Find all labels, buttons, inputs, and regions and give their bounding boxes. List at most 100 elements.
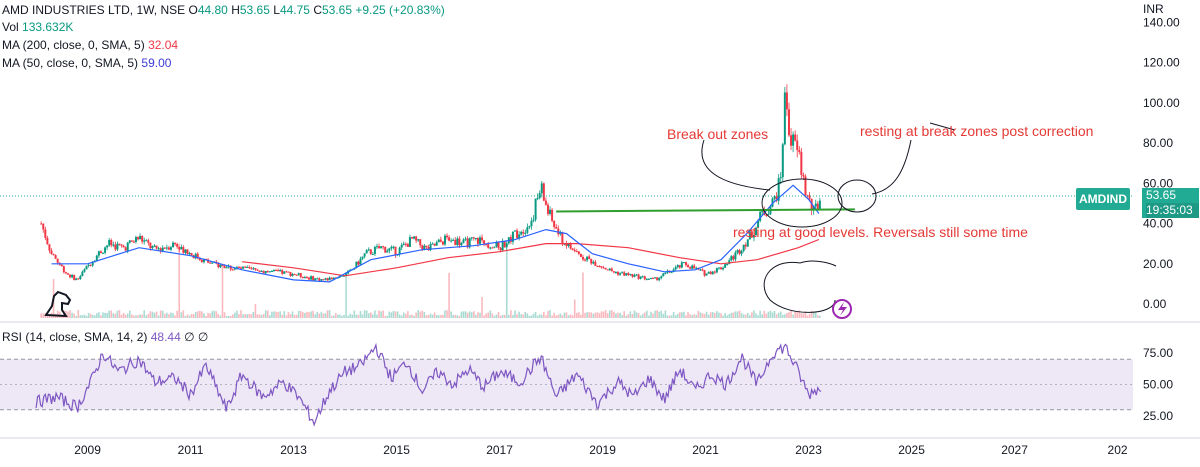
volume-bar bbox=[259, 314, 261, 318]
volume-bar bbox=[498, 312, 500, 318]
open-label: O bbox=[188, 3, 197, 17]
symbol-legend[interactable]: AMD INDUSTRIES LTD, 1W, NSE O44.80 H53.6… bbox=[2, 2, 445, 19]
candle-body bbox=[681, 262, 683, 267]
candle-body bbox=[121, 245, 123, 246]
price-axis[interactable]: 0.00 20.00 40.00 60.00 80.00 100.00 120.00 140.… bbox=[1143, 15, 1180, 311]
candle-body bbox=[522, 232, 524, 234]
candle-body bbox=[298, 273, 300, 275]
volume-bar bbox=[613, 312, 615, 318]
candle-body bbox=[627, 273, 629, 275]
volume-bar bbox=[125, 315, 127, 318]
candle-body bbox=[75, 279, 77, 281]
candle-body bbox=[86, 266, 88, 269]
volume-bar bbox=[640, 316, 642, 318]
candle-body bbox=[716, 268, 718, 272]
candle-body bbox=[436, 242, 438, 245]
candle-body bbox=[592, 262, 594, 264]
volume-bar bbox=[257, 314, 259, 318]
volume-bar bbox=[292, 311, 294, 318]
candle-body bbox=[722, 268, 724, 269]
volume-bar bbox=[663, 314, 665, 318]
candle-body bbox=[454, 240, 456, 245]
volume-bar bbox=[611, 310, 613, 318]
time-axis[interactable]: 2009 2011 2013 2015 2017 2019 2021 2023 2025 2027… bbox=[74, 443, 1128, 457]
volume-bar bbox=[269, 315, 271, 318]
ma50-legend[interactable]: MA (50, close, 0, SMA, 5) 59.00 bbox=[2, 55, 171, 72]
price-tick-label: 120.00 bbox=[1143, 56, 1180, 70]
volume-bar bbox=[731, 313, 733, 318]
volume-bar bbox=[685, 315, 687, 318]
volume-bar bbox=[679, 312, 681, 318]
volume-bar bbox=[393, 311, 395, 318]
candle-body bbox=[158, 248, 160, 249]
low-value: 44.75 bbox=[280, 3, 310, 17]
rsi-legend[interactable]: RSI (14, close, SMA, 14, 2) 48.44 ∅ ∅ bbox=[2, 329, 208, 346]
volume-bar bbox=[341, 316, 343, 318]
volume-bar bbox=[529, 316, 531, 318]
volume-bar bbox=[518, 312, 520, 318]
candle-body bbox=[329, 278, 331, 281]
volume-bar bbox=[356, 315, 358, 318]
volume-bar bbox=[621, 315, 623, 318]
candle-body bbox=[388, 248, 390, 250]
candle-body bbox=[308, 278, 310, 280]
symbol-title[interactable]: AMD INDUSTRIES LTD, 1W, NSE bbox=[2, 3, 185, 17]
candle-body bbox=[671, 272, 673, 273]
candle-body bbox=[704, 270, 706, 275]
volume-bar bbox=[669, 316, 671, 318]
lightning-icon[interactable] bbox=[833, 300, 851, 318]
candle-body bbox=[217, 264, 219, 268]
candle-body bbox=[69, 275, 71, 278]
time-tick-label: 2021 bbox=[692, 443, 719, 457]
volume-bar bbox=[166, 313, 168, 318]
rsi-axis[interactable]: 25.00 50.00 75.00 bbox=[1143, 346, 1173, 423]
candle-body bbox=[500, 248, 502, 250]
volume-bar bbox=[436, 315, 438, 318]
volume-bar bbox=[772, 312, 774, 318]
candle-body bbox=[273, 270, 275, 271]
volume-bar bbox=[574, 300, 576, 318]
volume-bar bbox=[638, 313, 640, 318]
volume-bar bbox=[90, 314, 92, 318]
volume-bar bbox=[405, 314, 407, 318]
candle-body bbox=[147, 240, 149, 242]
volume-bar bbox=[473, 311, 475, 318]
volume-bar bbox=[632, 314, 634, 318]
volume-bar bbox=[226, 316, 228, 318]
volume-bar bbox=[195, 312, 197, 318]
candle-body bbox=[747, 239, 749, 246]
volume-bar bbox=[434, 312, 436, 318]
candle-body bbox=[516, 230, 518, 238]
candle-body bbox=[118, 244, 120, 245]
candle-body bbox=[259, 271, 261, 272]
candle-body bbox=[421, 245, 423, 249]
volume-bar bbox=[586, 312, 588, 318]
volume-bar bbox=[450, 311, 452, 318]
high-label: H bbox=[231, 3, 240, 17]
candle-body bbox=[553, 221, 555, 227]
volume-bar bbox=[100, 316, 102, 318]
volume-bar bbox=[603, 312, 605, 318]
time-tick-label: 2013 bbox=[280, 443, 307, 457]
candle-body bbox=[61, 265, 63, 267]
volume-bar bbox=[698, 311, 700, 318]
volume-bar bbox=[778, 313, 780, 318]
candle-body bbox=[584, 260, 586, 261]
candle-body bbox=[650, 278, 652, 279]
candle-body bbox=[316, 278, 318, 279]
candle-body bbox=[178, 247, 180, 250]
candle-body bbox=[475, 238, 477, 239]
volume-bar bbox=[176, 311, 178, 318]
candle-body bbox=[792, 134, 794, 145]
volume-bar bbox=[228, 316, 230, 318]
volume-label: Vol bbox=[2, 20, 19, 34]
volume-bar bbox=[275, 312, 277, 318]
volume-legend[interactable]: Vol 133.632K bbox=[2, 19, 73, 36]
volume-bar bbox=[240, 310, 242, 318]
candle-body bbox=[479, 237, 481, 243]
candle-body bbox=[685, 262, 687, 265]
ma200-legend[interactable]: MA (200, close, 0, SMA, 5) 32.04 bbox=[2, 37, 178, 54]
volume-bar bbox=[286, 315, 288, 318]
candle-body bbox=[603, 268, 605, 269]
bar-countdown: 19:35:03 bbox=[1146, 203, 1199, 218]
